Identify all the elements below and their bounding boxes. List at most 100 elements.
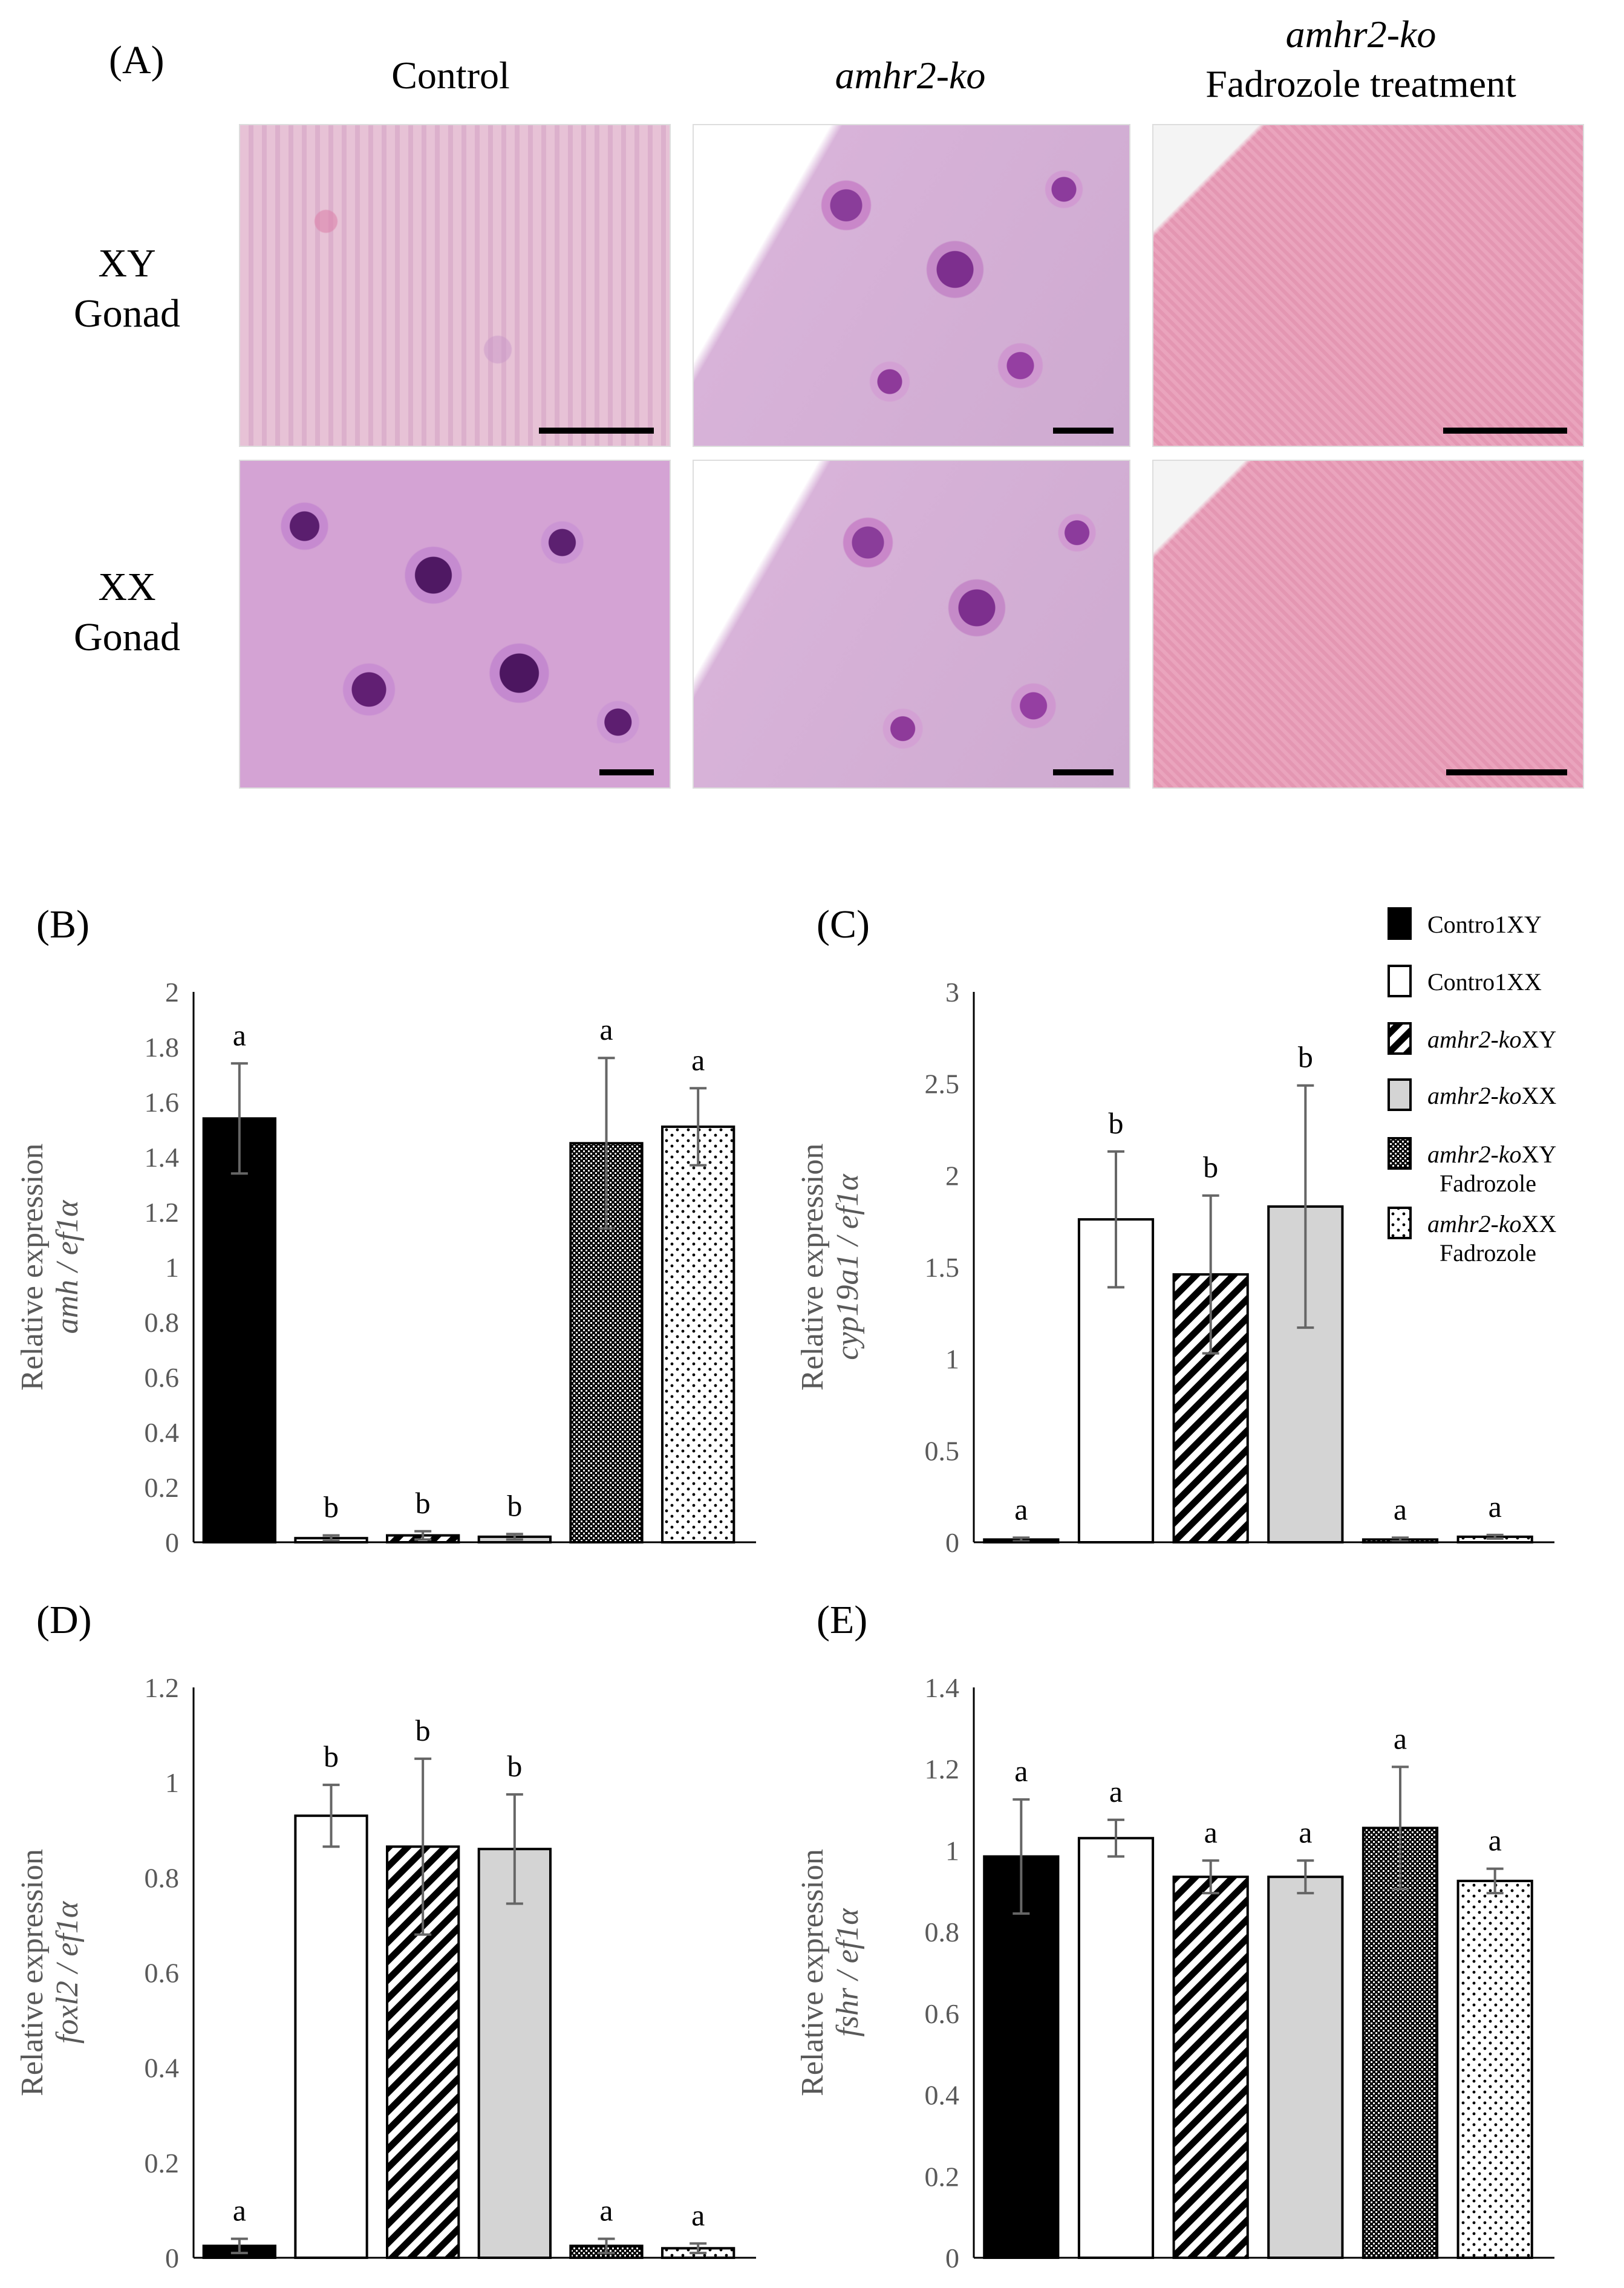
row-label-gonad: Gonad <box>74 614 180 659</box>
chart-e: (E) 0 0.2 0.4 0.6 0.8 1 1.2 1.4 Relative expressi… <box>795 1598 1554 2273</box>
bar <box>1077 1837 1155 2259</box>
bar <box>477 1848 552 2259</box>
y-axis-title: Relative expression fshr / ef1α <box>795 1849 865 2096</box>
row-label-xy-gonad: XY Gonad <box>36 239 218 339</box>
histology-xx-control <box>239 460 671 789</box>
row-label-gonad: Gonad <box>74 291 180 336</box>
legend-swatch <box>1388 1022 1412 1055</box>
legend-label: amhr2-koXX <box>1427 1082 1556 1109</box>
panel-label: (B) <box>36 902 90 947</box>
bar <box>661 1125 735 1543</box>
legend-genotype: XX <box>1522 1210 1557 1237</box>
significance-letter: a <box>233 2194 246 2228</box>
legend-sublabel: Fadrozole <box>1440 1239 1536 1266</box>
significance-letter: b <box>416 1486 431 1520</box>
row-label-xx: XX <box>98 565 156 609</box>
legend-gene: amhr2-ko <box>1427 1141 1522 1168</box>
bar <box>983 1855 1060 2259</box>
histology-xx-fadrozole <box>1152 460 1584 789</box>
panel-label: (E) <box>817 1598 867 1642</box>
legend-swatch <box>1388 907 1412 940</box>
y-tick-label: 1 <box>165 1767 179 1798</box>
y-tick-label: 0 <box>945 1527 959 1558</box>
column-title-fadrozole-gene: amhr2-ko <box>1285 13 1436 56</box>
significance-letter: a <box>1394 1721 1407 1755</box>
significance-letter: a <box>1489 1824 1502 1857</box>
significance-letter: a <box>691 1043 705 1077</box>
y-tick-label: 1.2 <box>145 1197 180 1228</box>
y-tick-label: 0.6 <box>145 1362 180 1393</box>
bar <box>1172 1876 1249 2260</box>
y-tick-label: 0.4 <box>145 2053 180 2084</box>
bar <box>1456 1879 1533 2260</box>
y-tick-label: 1.6 <box>145 1087 180 1118</box>
legend-label: Contro1XX <box>1427 968 1542 996</box>
y-tick-label: 0.8 <box>925 1917 960 1947</box>
panel-label: (C) <box>817 902 870 947</box>
y-tick-label: 1 <box>945 1344 959 1375</box>
significance-letter: a <box>1014 1492 1028 1526</box>
legend-swatches: Contro1XYContro1XXamhr2-koXYamhr2-koXXam… <box>1388 907 1557 1266</box>
significance-letter: b <box>1298 1040 1313 1074</box>
chart-c: (C) 0 0.5 1 1.5 2 2.5 3 Relative expression cyp19… <box>795 902 1554 1558</box>
legend-swatch <box>1388 1207 1412 1239</box>
significance-letter: b <box>324 1490 339 1524</box>
y-tick-label: 0.6 <box>145 1958 180 1989</box>
histology-xy-control <box>239 124 671 447</box>
bar <box>1361 1827 1439 2259</box>
y-tick-label: 0.4 <box>145 1417 180 1448</box>
significance-letter: a <box>1204 1815 1218 1849</box>
chart-b: (B) 0 0.2 0.4 0.6 0.8 1 1.2 1.4 1.6 1.8 2 Relative e… <box>15 902 756 1558</box>
y-axis-gene-label: fshr / ef1α <box>830 1908 865 2037</box>
legend-genotype: XY <box>1522 1141 1557 1168</box>
scale-bar <box>599 769 654 775</box>
bar <box>294 1814 368 2259</box>
y-tick-label: 3 <box>945 977 959 1008</box>
y-tick-label: 1.2 <box>145 1672 180 1703</box>
y-tick-label: 1.4 <box>925 1672 960 1703</box>
legend-label: amhr2-koXY <box>1427 1026 1556 1053</box>
scale-bar <box>1443 428 1567 434</box>
y-tick-label: 1.5 <box>925 1252 960 1283</box>
legend-genotype: XX <box>1522 1082 1557 1109</box>
y-tick-label: 0 <box>945 2243 959 2273</box>
y-axis-title: Relative expression foxl2 / ef1α <box>15 1849 85 2096</box>
significance-letter: a <box>233 1018 246 1052</box>
chart-d: (D) 0 0.2 0.4 0.6 0.8 1 1.2 Relative expression f… <box>15 1598 756 2273</box>
y-axis-label: Relative expression <box>15 1849 50 2096</box>
y-tick-label: 1 <box>945 1835 959 1866</box>
legend: Contro1XY Contro1XX amhr2-koXY amhr2-koXX am… <box>1385 901 1624 1294</box>
y-tick-label: 0.2 <box>145 2148 180 2179</box>
scale-bar <box>1053 769 1114 775</box>
y-tick-label: 0 <box>165 1527 179 1558</box>
panel-a-label: (A) <box>109 38 165 82</box>
y-tick-label: 0.5 <box>925 1435 960 1466</box>
significance-letter: b <box>1203 1150 1218 1184</box>
scale-bar <box>1446 769 1567 775</box>
row-label-xx-gonad: XX Gonad <box>36 562 218 662</box>
significance-letter: b <box>507 1749 522 1783</box>
significance-letter: a <box>1299 1815 1312 1849</box>
legend-genotype: XY <box>1522 1026 1557 1053</box>
y-tick-label: 2 <box>165 977 179 1008</box>
y-axis-title: Relative expression cyp19a1 / ef1α <box>795 1144 865 1391</box>
scale-bar <box>1053 428 1114 434</box>
scale-bar <box>539 428 654 434</box>
significance-letter: b <box>1109 1106 1124 1140</box>
panel-label: (D) <box>36 1598 92 1642</box>
significance-letter: a <box>1109 1775 1123 1808</box>
significance-letter: a <box>1014 1754 1028 1788</box>
y-tick-label: 0 <box>165 2243 179 2273</box>
y-tick-label: 0.8 <box>145 1307 180 1338</box>
y-axis-gene-label: cyp19a1 / ef1α <box>830 1173 865 1360</box>
bar <box>1267 1876 1344 2260</box>
y-tick-label: 1.4 <box>145 1142 180 1173</box>
column-title-amhr2-ko: amhr2-ko <box>835 54 986 97</box>
y-tick-label: 0.2 <box>925 2161 960 2192</box>
y-axis-label: Relative expression <box>795 1144 830 1391</box>
legend-swatch <box>1388 1078 1412 1111</box>
legend-label: amhr2-koXY <box>1427 1141 1556 1168</box>
legend-gene: amhr2-ko <box>1427 1026 1522 1053</box>
y-tick-label: 1.2 <box>925 1754 960 1785</box>
y-tick-label: 0.6 <box>925 1998 960 2029</box>
